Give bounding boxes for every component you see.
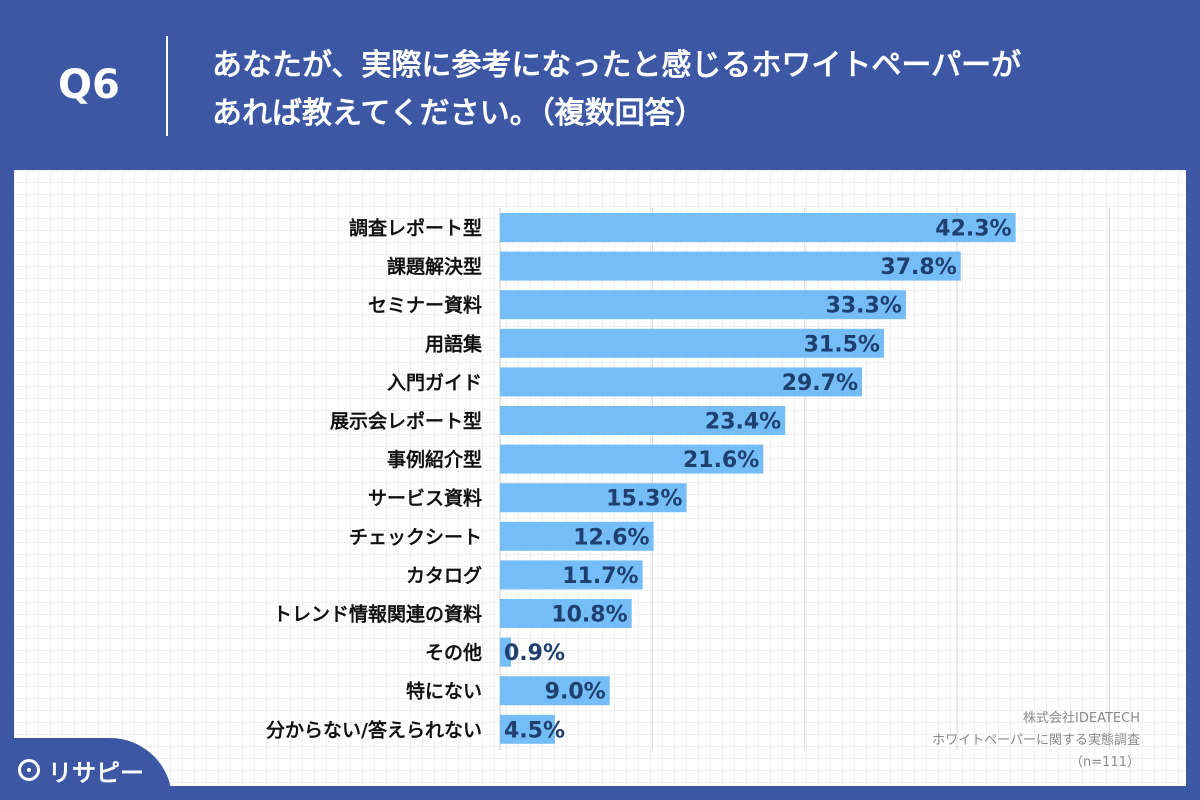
category-label: 特にない	[406, 681, 482, 703]
category-label: トレンド情報関連の資料	[273, 603, 482, 626]
category-label: 用語集	[425, 332, 483, 355]
category-label: セミナー資料	[368, 294, 482, 317]
category-label: 調査レポート型	[349, 217, 482, 240]
header-divider	[166, 36, 168, 136]
source-company: 株式会社IDEATECH	[1023, 711, 1140, 726]
category-label: 課題解決型	[387, 255, 482, 278]
bar	[500, 483, 687, 513]
value-label: 31.5%	[804, 332, 880, 357]
brand-name: リサピー	[48, 758, 144, 787]
pin-icon	[18, 759, 40, 781]
category-label: サービス資料	[368, 487, 482, 510]
value-label: 15.3%	[606, 487, 682, 512]
value-label: 12.6%	[573, 525, 649, 550]
bar	[500, 444, 764, 474]
value-label: 37.8%	[880, 255, 956, 280]
source-survey: ホワイトペーパーに関する実態調査	[932, 733, 1140, 748]
category-label: 分からない/答えられない	[266, 718, 482, 741]
brand-logo: リサピー	[18, 752, 144, 788]
question-number: Q6	[58, 62, 120, 108]
value-label: 33.3%	[826, 294, 902, 319]
bar	[500, 406, 786, 435]
bar	[500, 714, 555, 744]
source-sample-size: （n=111）	[1070, 755, 1140, 770]
bar	[500, 290, 906, 320]
question-title-line2: あれば教えてください。（複数回答）	[212, 96, 705, 131]
bar	[500, 521, 654, 551]
header: Q6 あなたが、実際に参考になったと感じるホワイトペーパーが あれば教えてくださ…	[0, 0, 1200, 170]
value-label: 42.3%	[935, 217, 1011, 242]
bar	[500, 676, 610, 706]
category-label: 入門ガイド	[387, 372, 482, 394]
category-label: カタログ	[406, 564, 482, 587]
category-label: チェックシート	[349, 526, 482, 548]
value-label: 0.9%	[504, 641, 565, 666]
question-title: あなたが、実際に参考になったと感じるホワイトペーパーが あれば教えてください。（…	[212, 42, 1172, 138]
question-title-line1: あなたが、実際に参考になったと感じるホワイトペーパーが	[212, 48, 1022, 83]
bar	[500, 599, 632, 628]
bar	[500, 367, 863, 397]
category-label: 事例紹介型	[387, 448, 482, 471]
value-label: 23.4%	[705, 410, 781, 435]
bar	[500, 328, 884, 358]
bar	[500, 637, 511, 667]
value-label: 21.6%	[683, 448, 759, 473]
value-label: 9.0%	[545, 680, 606, 705]
category-label: その他	[425, 641, 482, 664]
category-label: 展示会レポート型	[330, 410, 482, 433]
value-label: 11.7%	[562, 564, 638, 589]
bar	[500, 213, 1016, 242]
bar	[500, 560, 643, 590]
source-note: 株式会社IDEATECH ホワイトペーパーに関する実態調査 （n=111）	[932, 708, 1140, 774]
bar	[500, 251, 961, 281]
value-label: 29.7%	[782, 371, 858, 396]
value-label: 10.8%	[551, 603, 627, 628]
value-label: 4.5%	[504, 718, 565, 743]
